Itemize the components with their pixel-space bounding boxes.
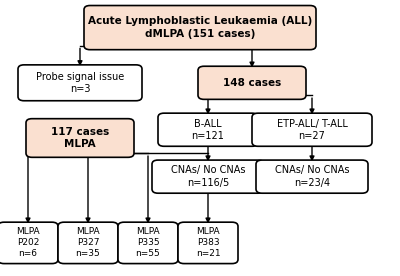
FancyBboxPatch shape	[26, 119, 134, 157]
FancyBboxPatch shape	[18, 65, 142, 101]
Text: Probe signal issue
n=3: Probe signal issue n=3	[36, 71, 124, 94]
Text: MLPA
P327
n=35: MLPA P327 n=35	[76, 227, 100, 259]
Text: MLPA
P383
n=21: MLPA P383 n=21	[196, 227, 220, 259]
FancyBboxPatch shape	[256, 160, 368, 193]
Text: CNAs/ No CNAs
n=23/4: CNAs/ No CNAs n=23/4	[275, 165, 349, 188]
FancyBboxPatch shape	[84, 6, 316, 50]
FancyBboxPatch shape	[0, 222, 58, 264]
FancyBboxPatch shape	[152, 160, 264, 193]
FancyBboxPatch shape	[58, 222, 118, 264]
FancyBboxPatch shape	[252, 113, 372, 146]
Text: B-ALL
n=121: B-ALL n=121	[192, 118, 224, 141]
FancyBboxPatch shape	[178, 222, 238, 264]
FancyBboxPatch shape	[118, 222, 178, 264]
Text: ETP-ALL/ T-ALL
n=27: ETP-ALL/ T-ALL n=27	[276, 118, 348, 141]
Text: 148 cases: 148 cases	[223, 78, 281, 88]
Text: CNAs/ No CNAs
n=116/5: CNAs/ No CNAs n=116/5	[171, 165, 245, 188]
Text: MLPA
P335
n=55: MLPA P335 n=55	[136, 227, 160, 259]
FancyBboxPatch shape	[198, 66, 306, 99]
Text: 117 cases
MLPA: 117 cases MLPA	[51, 127, 109, 149]
FancyBboxPatch shape	[158, 113, 258, 146]
Text: MLPA
P202
n=6: MLPA P202 n=6	[16, 227, 40, 259]
Text: Acute Lymphoblastic Leukaemia (ALL)
dMLPA (151 cases): Acute Lymphoblastic Leukaemia (ALL) dMLP…	[88, 16, 312, 39]
